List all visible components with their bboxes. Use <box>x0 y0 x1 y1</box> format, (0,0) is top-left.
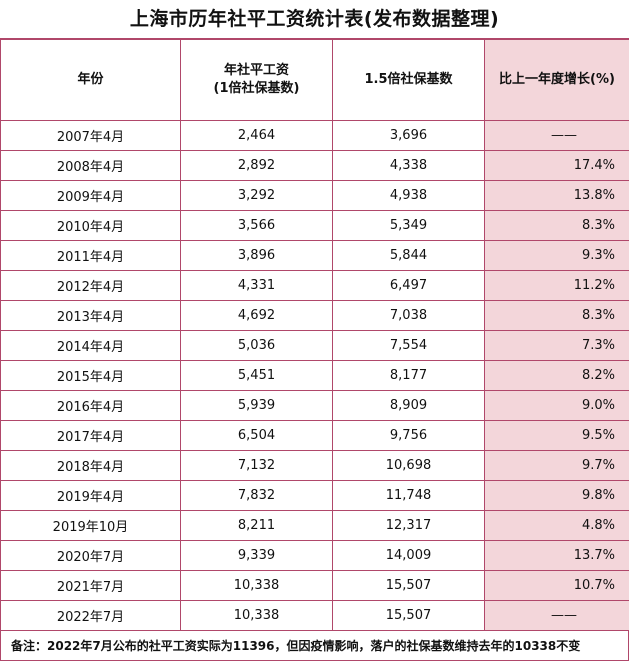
cell-growth: 9.5% <box>484 420 629 451</box>
table-row: 2011年4月 3,896 5,844 9.3% <box>0 240 629 271</box>
header-row: 年份 年社平工资 (1倍社保基数) 1.5倍社保基数 比上一年度增长(%) <box>0 39 629 121</box>
cell-wage: 9,339 <box>180 540 333 571</box>
header-base15: 1.5倍社保基数 <box>332 39 485 121</box>
cell-base15: 9,756 <box>332 420 485 451</box>
header-wage-line1: 年社平工资 <box>223 63 289 78</box>
cell-base15: 6,497 <box>332 270 485 301</box>
cell-growth: 13.8% <box>484 180 629 211</box>
cell-wage: 2,892 <box>180 150 333 181</box>
cell-wage: 4,331 <box>180 270 333 301</box>
cell-growth: 11.2% <box>484 270 629 301</box>
cell-period: 2016年4月 <box>0 390 181 421</box>
cell-growth: 9.3% <box>484 240 629 271</box>
header-year: 年份 <box>0 39 181 121</box>
cell-base15: 5,844 <box>332 240 485 271</box>
cell-wage: 8,211 <box>180 510 333 541</box>
cell-growth: 8.2% <box>484 360 629 391</box>
cell-wage: 7,132 <box>180 450 333 481</box>
table-row: 2019年4月 7,832 11,748 9.8% <box>0 480 629 511</box>
cell-growth: 10.7% <box>484 570 629 601</box>
cell-base15: 7,038 <box>332 300 485 331</box>
table-body: 2007年4月 2,464 3,696 —— 2008年4月 2,892 4,338 17.4… <box>0 120 629 631</box>
cell-growth: 8.3% <box>484 300 629 331</box>
table-row: 2008年4月 2,892 4,338 17.4% <box>0 150 629 181</box>
cell-growth: 8.3% <box>484 210 629 241</box>
cell-period: 2013年4月 <box>0 300 181 331</box>
table-title: 上海市历年社平工资统计表(发布数据整理) <box>0 0 629 39</box>
table-row: 2018年4月 7,132 10,698 9.7% <box>0 450 629 481</box>
cell-wage: 5,036 <box>180 330 333 361</box>
cell-base15: 3,696 <box>332 120 485 151</box>
cell-wage: 3,566 <box>180 210 333 241</box>
cell-growth: 7.3% <box>484 330 629 361</box>
cell-period: 2008年4月 <box>0 150 181 181</box>
cell-wage: 6,504 <box>180 420 333 451</box>
cell-period: 2011年4月 <box>0 240 181 271</box>
cell-period: 2018年4月 <box>0 450 181 481</box>
cell-wage: 4,692 <box>180 300 333 331</box>
cell-period: 2019年4月 <box>0 480 181 511</box>
cell-wage: 7,832 <box>180 480 333 511</box>
cell-period: 2017年4月 <box>0 420 181 451</box>
cell-period: 2015年4月 <box>0 360 181 391</box>
table-row: 2010年4月 3,566 5,349 8.3% <box>0 210 629 241</box>
cell-wage: 5,939 <box>180 390 333 421</box>
table-row: 2013年4月 4,692 7,038 8.3% <box>0 300 629 331</box>
table-row: 2019年10月 8,211 12,317 4.8% <box>0 510 629 541</box>
cell-growth: 4.8% <box>484 510 629 541</box>
cell-base15: 4,338 <box>332 150 485 181</box>
cell-growth: 9.7% <box>484 450 629 481</box>
cell-period: 2022年7月 <box>0 600 181 631</box>
cell-base15: 10,698 <box>332 450 485 481</box>
cell-base15: 15,507 <box>332 600 485 631</box>
wage-table: 年份 年社平工资 (1倍社保基数) 1.5倍社保基数 比上一年度增长(%) 20… <box>0 39 629 631</box>
cell-period: 2019年10月 <box>0 510 181 541</box>
cell-wage: 3,292 <box>180 180 333 211</box>
cell-wage: 10,338 <box>180 570 333 601</box>
table-row: 2014年4月 5,036 7,554 7.3% <box>0 330 629 361</box>
cell-growth: 17.4% <box>484 150 629 181</box>
cell-base15: 7,554 <box>332 330 485 361</box>
table-row: 2017年4月 6,504 9,756 9.5% <box>0 420 629 451</box>
header-wage-line2: (1倍社保基数) <box>213 81 300 96</box>
cell-period: 2012年4月 <box>0 270 181 301</box>
footnote: 备注：2022年7月公布的社平工资实际为11396，但因疫情影响，落户的社保基数… <box>0 631 629 661</box>
cell-growth: 9.8% <box>484 480 629 511</box>
cell-base15: 8,909 <box>332 390 485 421</box>
cell-growth: —— <box>484 120 629 151</box>
cell-wage: 3,896 <box>180 240 333 271</box>
cell-base15: 11,748 <box>332 480 485 511</box>
cell-base15: 15,507 <box>332 570 485 601</box>
cell-period: 2010年4月 <box>0 210 181 241</box>
cell-growth: 9.0% <box>484 390 629 421</box>
table-row: 2012年4月 4,331 6,497 11.2% <box>0 270 629 301</box>
cell-base15: 12,317 <box>332 510 485 541</box>
cell-growth: —— <box>484 600 629 631</box>
cell-base15: 4,938 <box>332 180 485 211</box>
cell-base15: 8,177 <box>332 360 485 391</box>
cell-wage: 5,451 <box>180 360 333 391</box>
cell-base15: 14,009 <box>332 540 485 571</box>
table-row: 2016年4月 5,939 8,909 9.0% <box>0 390 629 421</box>
cell-base15: 5,349 <box>332 210 485 241</box>
table-row: 2021年7月 10,338 15,507 10.7% <box>0 570 629 601</box>
cell-period: 2009年4月 <box>0 180 181 211</box>
table-row: 2007年4月 2,464 3,696 —— <box>0 120 629 151</box>
cell-period: 2007年4月 <box>0 120 181 151</box>
table-row: 2022年7月 10,338 15,507 —— <box>0 600 629 631</box>
header-wage: 年社平工资 (1倍社保基数) <box>180 39 333 121</box>
table-row: 2015年4月 5,451 8,177 8.2% <box>0 360 629 391</box>
cell-wage: 10,338 <box>180 600 333 631</box>
table-row: 2009年4月 3,292 4,938 13.8% <box>0 180 629 211</box>
table-row: 2020年7月 9,339 14,009 13.7% <box>0 540 629 571</box>
cell-period: 2020年7月 <box>0 540 181 571</box>
header-growth: 比上一年度增长(%) <box>484 39 629 121</box>
cell-wage: 2,464 <box>180 120 333 151</box>
cell-period: 2021年7月 <box>0 570 181 601</box>
cell-growth: 13.7% <box>484 540 629 571</box>
cell-period: 2014年4月 <box>0 330 181 361</box>
